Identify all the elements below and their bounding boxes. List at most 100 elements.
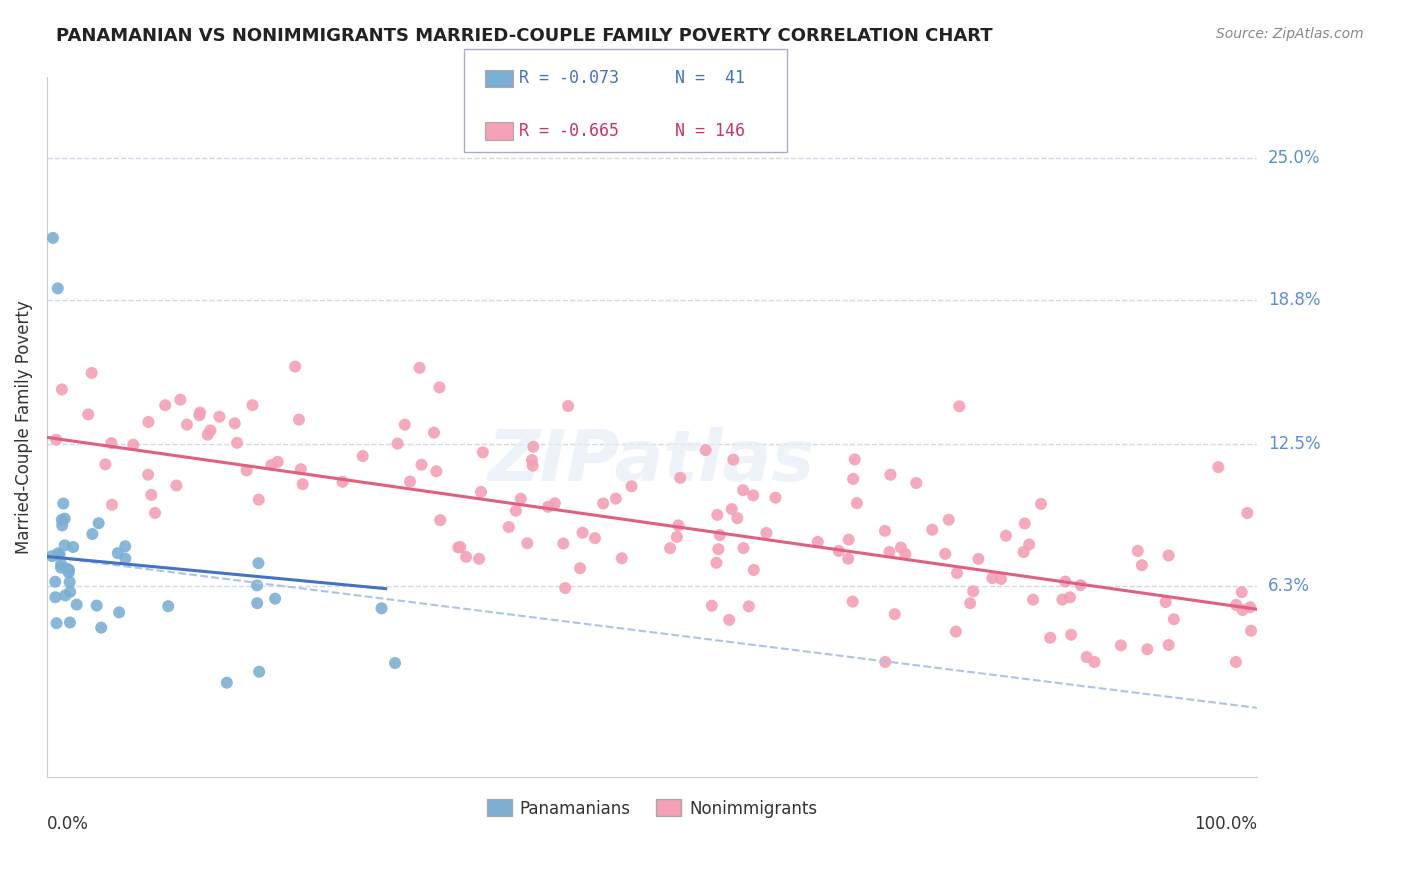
Point [620,479,643,493]
Point [51,513,73,527]
Point [879,545,901,559]
Point [873,524,896,538]
Point [143,506,166,520]
Point [46,546,69,560]
Point [41,549,63,563]
Point [894,547,917,561]
Point [58,563,80,577]
Point [537,500,560,514]
Point [1022,592,1045,607]
Point [765,491,787,505]
Point [114,539,136,553]
Point [946,566,969,580]
Point [665,530,688,544]
Point [905,475,928,490]
Point [1130,558,1153,573]
Point [449,540,471,554]
Text: 0.0%: 0.0% [46,815,89,833]
Point [1232,603,1254,617]
Point [1060,628,1083,642]
Point [1136,642,1159,657]
Point [755,525,778,540]
Point [411,458,433,472]
Point [288,412,311,426]
Point [42,231,65,245]
Point [290,462,312,476]
Text: 25.0%: 25.0% [1268,149,1320,167]
Point [707,542,730,557]
Point [107,546,129,560]
Point [1018,537,1040,551]
Point [49,560,72,574]
Point [934,547,956,561]
Point [267,455,290,469]
Point [569,561,592,575]
Point [1230,585,1253,599]
Point [66,598,89,612]
Point [742,563,765,577]
Point [208,409,231,424]
Point [1154,595,1177,609]
Point [505,504,527,518]
Point [1157,638,1180,652]
Point [938,513,960,527]
Point [352,449,374,463]
Point [1126,544,1149,558]
Text: N = 146: N = 146 [675,122,745,140]
Text: N =  41: N = 41 [675,70,745,87]
Text: Source: ZipAtlas.com: Source: ZipAtlas.com [1216,27,1364,41]
Point [1163,612,1185,626]
Point [883,607,905,622]
Point [875,655,897,669]
Point [1225,598,1247,612]
Point [226,435,249,450]
Point [423,425,446,440]
Text: R = -0.665: R = -0.665 [519,122,619,140]
Point [165,478,187,492]
Point [962,584,984,599]
Point [733,541,755,555]
Point [51,518,73,533]
Point [59,585,82,599]
Point [723,452,745,467]
Point [1225,655,1247,669]
Point [246,578,269,592]
Point [291,477,314,491]
Point [890,541,912,555]
Point [668,518,690,533]
Point [990,572,1012,586]
Point [841,594,863,608]
Point [1109,639,1132,653]
Point [429,513,451,527]
Point [53,511,76,525]
Point [87,516,110,531]
Point [837,551,859,566]
Point [471,445,494,459]
Point [101,498,124,512]
Point [720,502,742,516]
Point [188,405,211,419]
Point [90,621,112,635]
Point [200,424,222,438]
Point [153,398,176,412]
Point [77,408,100,422]
Point [948,400,970,414]
Point [52,496,75,510]
Point [425,464,447,478]
Point [247,665,270,679]
Point [544,496,567,510]
Point [994,529,1017,543]
Point [967,552,990,566]
Point [509,491,531,506]
Point [553,536,575,550]
Point [247,556,270,570]
Point [1012,545,1035,559]
Point [62,540,84,554]
Point [86,599,108,613]
Point [247,492,270,507]
Point [592,496,614,510]
Point [157,599,180,614]
Point [516,536,538,550]
Point [706,556,728,570]
Point [44,574,66,589]
